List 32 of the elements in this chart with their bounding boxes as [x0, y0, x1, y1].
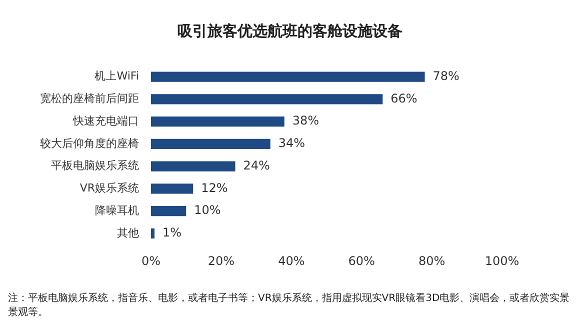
x-tick-label: 80% — [418, 254, 446, 268]
data-label: 24% — [243, 158, 270, 172]
data-label: 10% — [194, 203, 221, 218]
data-label: 12% — [201, 180, 228, 195]
x-tick-label: 60% — [348, 254, 375, 268]
bar — [151, 184, 194, 194]
y-tick-label: 平板电脑娱乐系统 — [51, 159, 139, 172]
bar — [151, 72, 425, 82]
x-tick-label: 20% — [208, 254, 235, 268]
data-label: 1% — [162, 226, 182, 240]
y-tick-label: 降噪耳机 — [95, 204, 139, 217]
bar — [151, 228, 155, 238]
bar — [151, 116, 284, 127]
data-label: 34% — [278, 136, 306, 150]
data-label: 78% — [432, 68, 460, 83]
chart-title: 吸引旅客优选航班的客舱设施设备 — [176, 22, 404, 41]
text: 注：平板电脑娱乐系统，指音乐、电影，或者电子书等；VR娱乐系统，指用虚拟现实VR眼镜看3D电影、演唱会，或者欣赏实景景观等。 — [8, 292, 571, 319]
y-tick-label: 较大后仰角度的座椅 — [40, 136, 139, 150]
x-tick-label: 0% — [141, 254, 161, 268]
bar — [151, 138, 270, 149]
y-tick-label: 快速充电端口 — [72, 114, 139, 128]
bar — [151, 94, 383, 104]
data-label: 66% — [390, 91, 418, 106]
x-tick-label: 40% — [278, 254, 305, 268]
y-tick-label: 其他 — [117, 226, 139, 240]
y-tick-label: VR娱乐系统 — [80, 182, 139, 195]
x-tick-label: 100% — [484, 254, 520, 268]
y-tick-label: 宽松的座椅前后间距 — [40, 92, 139, 106]
data-label: 38% — [292, 114, 320, 128]
bar — [151, 206, 186, 216]
y-tick-label: 机上WiFi — [94, 70, 139, 83]
bar — [151, 161, 236, 172]
